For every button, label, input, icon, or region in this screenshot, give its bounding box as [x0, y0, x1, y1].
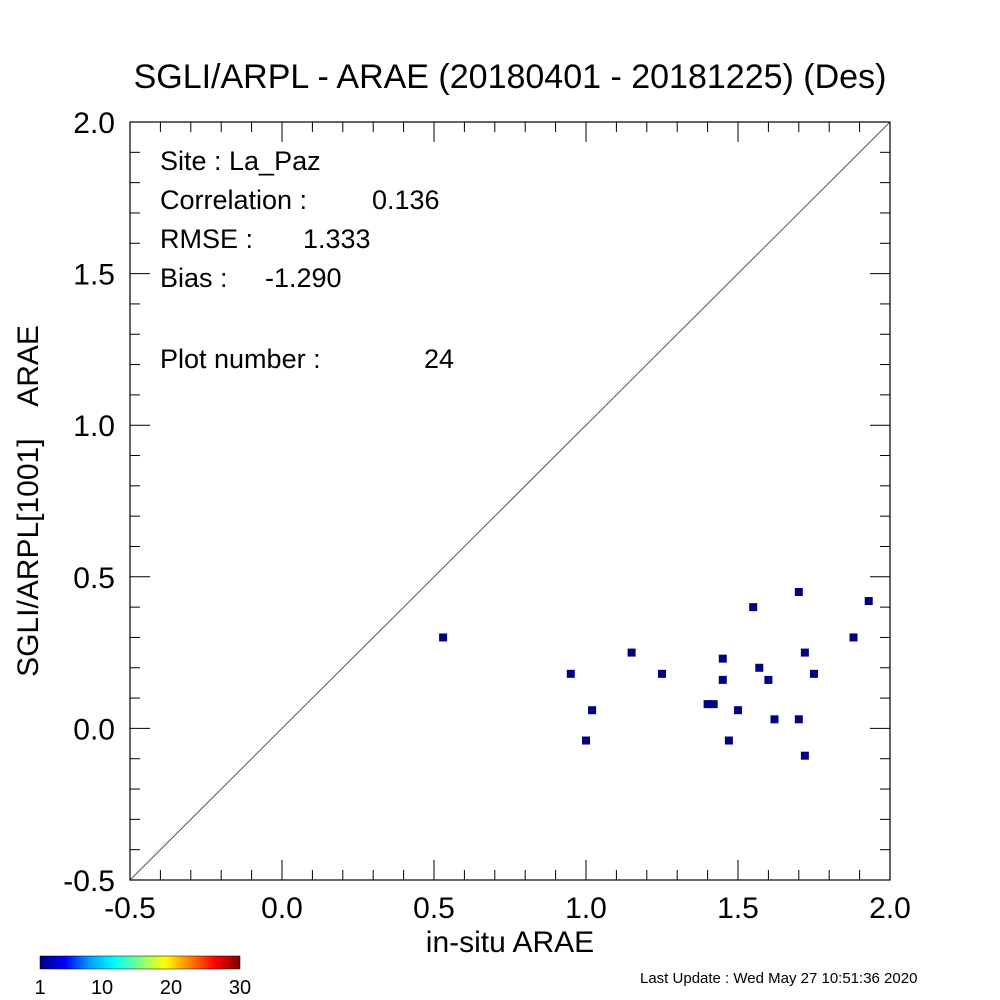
scatter-point — [849, 633, 858, 642]
scatter-point — [718, 654, 727, 663]
colorbar-tick-label: 10 — [91, 977, 113, 999]
rmse-value: 1.333 — [303, 224, 371, 254]
scatter-point — [864, 597, 873, 606]
scatter-point — [800, 648, 809, 657]
scatter-point — [810, 669, 818, 678]
scatter-point — [658, 669, 666, 678]
colorbar-tick-label: 20 — [160, 977, 182, 999]
x-tick-label: 0.5 — [413, 892, 455, 925]
y-tick-label: 0.5 — [73, 562, 115, 595]
scatter-point — [770, 715, 779, 724]
y-tick-label: 1.0 — [73, 410, 115, 443]
scatter-point — [749, 603, 758, 612]
correlation-value: 0.136 — [372, 185, 440, 215]
chart-title: SGLI/ARPL - ARAE (20180401 - 20181225) (… — [134, 58, 887, 96]
y-axis-label: SGLI/ARPL[1001] ARAE — [12, 325, 45, 677]
x-tick-label: 2.0 — [869, 892, 911, 925]
colorbar-tick-label: 1 — [34, 977, 45, 999]
scatter-point — [794, 587, 803, 596]
stats-annotations: Site : La_Paz Correlation : 0.136 RMSE :… — [160, 146, 454, 374]
scatter-point — [755, 663, 764, 672]
plot-number-value: 24 — [424, 344, 454, 374]
last-update-text: Last Update : Wed May 27 10:51:36 2020 — [640, 970, 917, 987]
rmse-label: RMSE : — [160, 224, 253, 254]
scatter-point — [566, 669, 575, 678]
scatter-point — [709, 700, 718, 709]
plot-number-label: Plot number : — [160, 344, 321, 374]
scatter-point — [439, 633, 448, 642]
plot-area — [129, 121, 891, 881]
colorbar-ticks: 1 10 20 30 — [34, 977, 251, 999]
y-tick-label: 1.5 — [73, 259, 115, 292]
scatter-point — [800, 751, 809, 760]
scatter-point — [582, 736, 590, 745]
axis-tick-labels: -0.5 0.0 0.5 1.0 1.5 2.0 -0.5 0.0 0.5 1.0 1.5 2.0 — [63, 107, 911, 925]
colorbar-gradient — [39, 955, 241, 970]
x-tick-label: 0.0 — [261, 892, 303, 925]
scatter-point — [703, 700, 712, 709]
bias-value: -1.290 — [265, 263, 342, 293]
plot-frame — [129, 121, 891, 881]
scatter-point — [718, 675, 727, 684]
bias-label: Bias : — [160, 263, 228, 293]
colorbar: 1 10 20 30 — [34, 955, 251, 999]
scatter-point — [588, 706, 597, 715]
one-to-one-line — [129, 121, 891, 881]
x-tick-label: 1.5 — [717, 892, 759, 925]
y-tick-label: 0.0 — [73, 713, 115, 746]
data-points — [439, 587, 873, 760]
y-tick-label: 2.0 — [73, 107, 115, 140]
scatter-point — [764, 675, 773, 684]
colorbar-tick-label: 30 — [229, 977, 251, 999]
site-annotation: Site : La_Paz — [160, 146, 321, 176]
scatter-point — [627, 648, 636, 657]
axis-ticks — [129, 121, 891, 881]
scatter-point — [734, 706, 742, 715]
scatter-point — [794, 715, 803, 724]
x-tick-label: 1.0 — [565, 892, 607, 925]
x-tick-label: -0.5 — [104, 892, 156, 925]
correlation-label: Correlation : — [160, 185, 307, 215]
scatter-point — [724, 736, 733, 745]
y-tick-label: -0.5 — [63, 865, 115, 898]
x-axis-label: in-situ ARAE — [426, 926, 594, 959]
